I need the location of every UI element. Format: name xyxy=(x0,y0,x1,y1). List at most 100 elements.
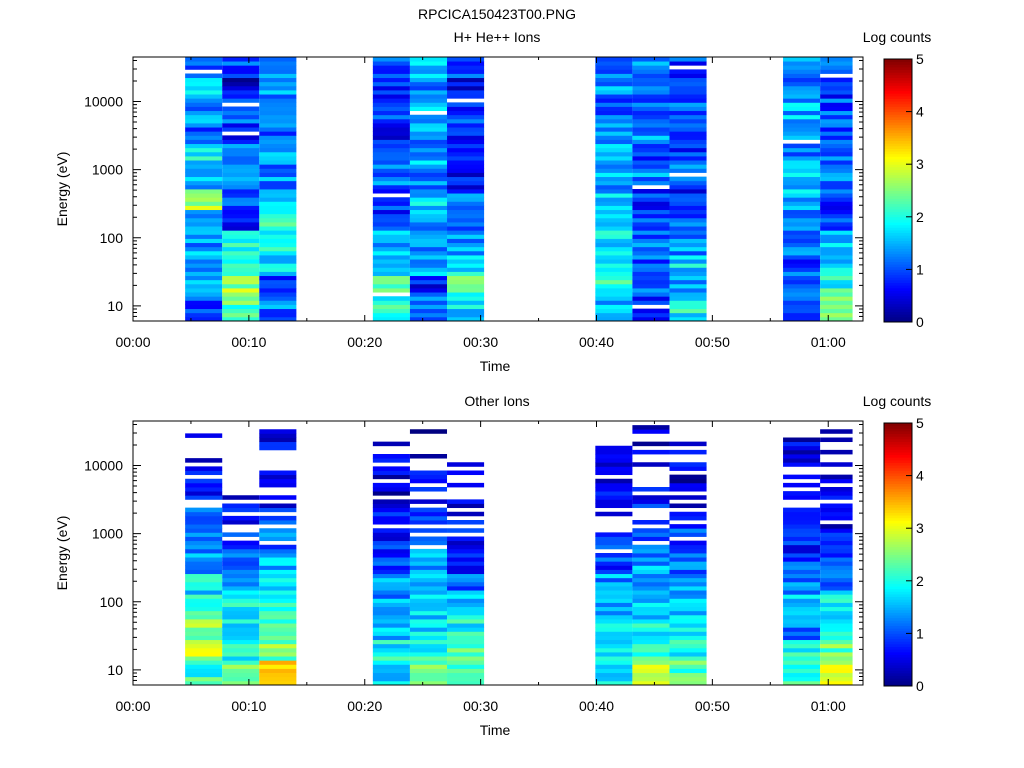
heatmap-cell xyxy=(222,619,260,624)
heatmap-cell xyxy=(820,507,853,513)
heatmap-cell xyxy=(372,499,410,504)
x-tick-label: 00:30 xyxy=(463,334,498,350)
colorbar-swatch xyxy=(884,593,912,598)
colorbar-swatch xyxy=(884,193,912,197)
heatmap-cell xyxy=(372,300,410,305)
heatmap-cell xyxy=(372,532,410,537)
colorbar-swatch xyxy=(884,256,912,260)
heatmap-cell xyxy=(632,131,670,136)
heatmap-cell xyxy=(185,151,223,157)
heatmap-cell xyxy=(783,172,821,178)
colorbar-swatch xyxy=(884,64,912,68)
heatmap-cell xyxy=(783,73,821,79)
heatmap-cell xyxy=(185,61,223,66)
heatmap-cell xyxy=(820,176,853,182)
heatmap-cell xyxy=(259,77,297,83)
heatmap-cell xyxy=(669,540,707,546)
heatmap-cell xyxy=(595,631,633,636)
heatmap-cell xyxy=(820,205,853,211)
heatmap-cell xyxy=(632,308,670,314)
heatmap-cell xyxy=(185,168,223,173)
heatmap-cell xyxy=(185,631,223,636)
heatmap-cell xyxy=(185,520,223,525)
x-ticks: 00:00 00:10 00:20 00:30 00:40 00:50 01:00 xyxy=(115,421,846,714)
heatmap-cell xyxy=(259,676,297,682)
heatmap-cell xyxy=(783,246,821,252)
heatmap-cell xyxy=(447,594,485,599)
colorbar-swatch xyxy=(884,614,912,619)
heatmap-cell xyxy=(783,445,821,451)
colorbar-swatch xyxy=(884,625,912,629)
heatmap-cell xyxy=(632,246,670,252)
colorbar-swatch xyxy=(884,565,912,569)
heatmap-cell xyxy=(409,631,448,636)
heatmap-cell xyxy=(185,565,223,570)
heatmap-cell xyxy=(259,230,297,235)
heatmap-cell xyxy=(595,544,633,550)
heatmap-cell xyxy=(409,664,448,669)
heatmap-cell xyxy=(372,627,410,632)
heatmap-cell xyxy=(632,230,670,235)
heatmap-cell xyxy=(783,635,821,641)
heatmap-cell xyxy=(185,623,223,628)
heatmap-cell xyxy=(783,226,821,231)
heatmap-cell xyxy=(595,156,633,161)
heatmap-cell xyxy=(372,118,410,124)
heatmap-cell xyxy=(447,110,485,116)
colorbar-swatch xyxy=(884,264,912,268)
heatmap-cell xyxy=(409,292,448,297)
colorbar-swatch xyxy=(884,586,912,590)
heatmap-cell xyxy=(595,127,633,132)
colorbar-swatch xyxy=(884,633,912,637)
heatmap-cell xyxy=(409,581,448,587)
colorbar-swatch xyxy=(884,287,912,291)
heatmap-cell xyxy=(595,81,633,87)
heatmap-cell xyxy=(185,619,223,624)
heatmap-cell xyxy=(185,118,223,124)
heatmap-cell xyxy=(595,540,633,546)
colorbar-swatch xyxy=(884,232,912,236)
heatmap-cell xyxy=(222,222,260,227)
heatmap-cell xyxy=(783,69,821,74)
heatmap-cell xyxy=(669,197,707,202)
colorbar-swatch xyxy=(884,140,912,144)
heatmap-cell xyxy=(820,279,853,285)
colorbar-swatch xyxy=(884,659,912,663)
heatmap-cell xyxy=(595,193,633,198)
heatmap-cell xyxy=(783,114,821,120)
colorbar-swatch xyxy=(884,203,912,207)
heatmap-cell xyxy=(632,565,670,570)
figure-title: RPCICA150423T00.PNG xyxy=(418,6,576,22)
heatmap-cell xyxy=(222,627,260,632)
heatmap-cell xyxy=(669,275,707,281)
heatmap-cell xyxy=(783,312,821,318)
heatmap-cell xyxy=(595,69,633,74)
heatmap-cell xyxy=(595,672,633,678)
heatmap-cell xyxy=(259,131,297,136)
heatmap-cell xyxy=(185,652,223,657)
heatmap-cell xyxy=(595,85,633,91)
heatmap-cell xyxy=(632,577,670,583)
colorbar-swatch xyxy=(884,274,912,278)
heatmap-cell xyxy=(372,180,410,186)
heatmap-cell xyxy=(820,238,853,244)
heatmap-cell xyxy=(222,668,260,674)
heatmap-cell xyxy=(820,246,853,252)
colorbar-swatch xyxy=(884,488,912,492)
heatmap-cell xyxy=(595,151,633,157)
heatmap-cell xyxy=(185,458,223,463)
heatmap-cell xyxy=(669,586,707,591)
heatmap-cell xyxy=(669,676,707,682)
heatmap-cell xyxy=(409,197,448,202)
heatmap-cell xyxy=(632,312,670,318)
heatmap-cell xyxy=(409,561,448,566)
heatmap-cell xyxy=(669,652,707,657)
heatmap-cell xyxy=(820,528,853,533)
heatmap-cell xyxy=(409,288,448,293)
colorbar-swatch xyxy=(884,145,912,149)
heatmap-cell xyxy=(632,660,670,665)
heatmap-cell xyxy=(669,267,707,272)
heatmap-cell xyxy=(372,143,410,149)
heatmap-cell xyxy=(372,275,410,281)
heatmap-cell xyxy=(372,614,410,620)
